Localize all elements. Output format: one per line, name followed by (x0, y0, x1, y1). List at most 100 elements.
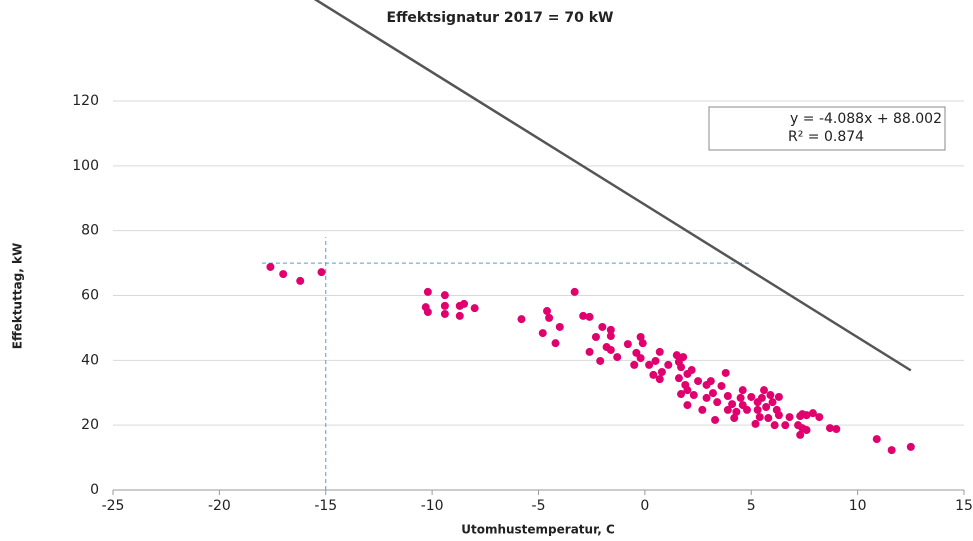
data-point (694, 377, 703, 386)
data-point (887, 446, 896, 455)
data-point (317, 268, 326, 277)
data-point (738, 386, 747, 395)
x-tick-label: 15 (955, 498, 973, 514)
data-point (736, 393, 745, 402)
data-point (760, 386, 769, 395)
y-tick-label: 60 (81, 288, 99, 304)
data-point (825, 424, 834, 433)
data-point (815, 413, 824, 422)
data-point (757, 393, 766, 402)
data-point (538, 329, 547, 338)
data-point (613, 353, 622, 362)
data-point (606, 325, 615, 334)
y-axis-label: Effektuttag, kW (11, 243, 25, 349)
data-point (711, 415, 720, 424)
x-axis-label: Utomhustemperatur, C (461, 523, 615, 537)
data-point (470, 304, 479, 313)
data-point (708, 389, 717, 398)
y-tick-label: 100 (72, 158, 99, 174)
data-point (723, 405, 732, 414)
data-point (808, 409, 817, 418)
chart-title: Effektsignatur 2017 = 70 kW (387, 10, 614, 26)
data-point (796, 430, 805, 439)
data-point (770, 421, 779, 430)
data-point (802, 411, 811, 420)
data-point (636, 354, 645, 363)
data-point (706, 377, 715, 386)
data-point (598, 322, 607, 331)
data-point (585, 347, 594, 356)
x-tick-label: -25 (102, 498, 125, 514)
data-point (517, 315, 526, 324)
x-tick-label: -15 (314, 498, 337, 514)
data-point (753, 405, 762, 414)
data-point (423, 308, 432, 317)
data-point (732, 407, 741, 416)
data-point (764, 414, 773, 423)
data-point (606, 332, 615, 341)
data-point (585, 312, 594, 321)
data-point (623, 340, 632, 349)
trend-r2: R² = 0.874 (788, 129, 864, 145)
data-point (687, 366, 696, 375)
equation-box (708, 106, 946, 151)
data-point (440, 301, 449, 310)
data-point (440, 309, 449, 318)
data-point (768, 398, 777, 407)
data-point (423, 287, 432, 296)
data-point (645, 360, 654, 369)
data-point (606, 345, 615, 354)
data-point (551, 339, 560, 348)
data-point (649, 370, 658, 379)
data-point (906, 442, 915, 451)
y-tick-label: 20 (81, 417, 99, 433)
data-point (785, 413, 794, 422)
data-point (460, 299, 469, 308)
data-point (672, 351, 681, 360)
data-point (774, 392, 783, 401)
data-point (591, 332, 600, 341)
data-point (266, 262, 275, 271)
x-tick-label: 10 (849, 498, 867, 514)
data-point (596, 356, 605, 365)
data-point (832, 425, 841, 434)
data-point (677, 363, 686, 372)
data-point (751, 419, 760, 428)
trendline (313, 0, 912, 372)
data-point (664, 360, 673, 369)
data-point (717, 381, 726, 390)
data-point (579, 311, 588, 320)
data-point (674, 374, 683, 383)
data-point (702, 393, 711, 402)
y-tick-label: 0 (90, 482, 99, 498)
data-point (728, 400, 737, 409)
y-tick-label: 40 (81, 352, 99, 368)
data-point (683, 386, 692, 395)
data-point (545, 313, 554, 322)
data-point (721, 368, 730, 377)
data-point (713, 398, 722, 407)
data-point (802, 426, 811, 435)
y-tick-label: 80 (81, 223, 99, 239)
data-point (555, 322, 564, 331)
x-tick-label: 5 (747, 498, 756, 514)
x-tick-label: -10 (421, 498, 444, 514)
data-point (636, 332, 645, 341)
data-point (455, 311, 464, 320)
data-point (655, 347, 664, 356)
data-point (730, 414, 739, 423)
data-point (677, 390, 686, 399)
data-point (683, 401, 692, 410)
x-tick-label: -5 (532, 498, 546, 514)
data-point (296, 276, 305, 285)
data-point (762, 403, 771, 412)
data-point (657, 368, 666, 377)
data-point (766, 391, 775, 400)
data-point (698, 405, 707, 414)
data-point (723, 391, 732, 400)
data-point (781, 421, 790, 430)
data-point (630, 360, 639, 369)
x-tick-label: 0 (640, 498, 649, 514)
data-point (543, 307, 552, 316)
